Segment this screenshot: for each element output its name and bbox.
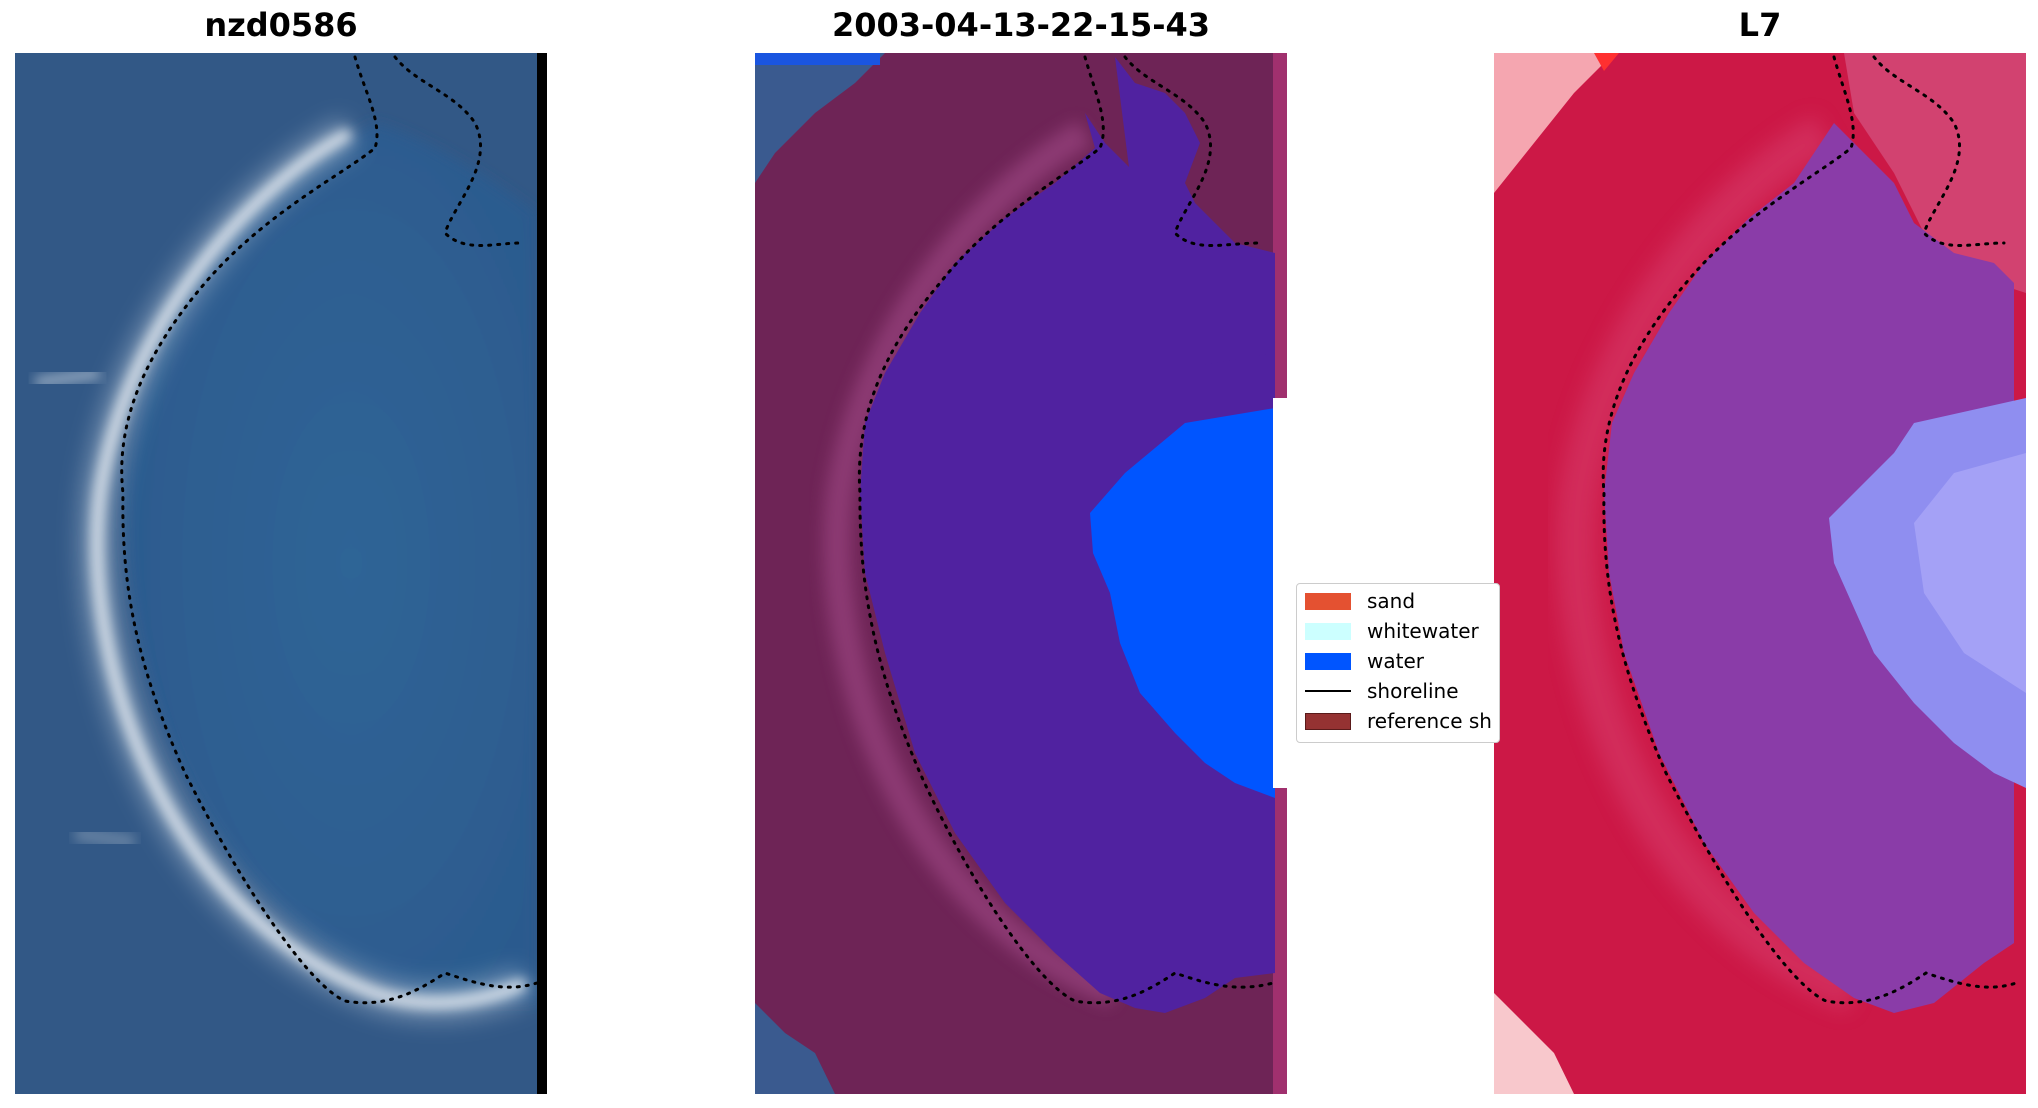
panel-title-rgb: nzd0586 bbox=[204, 6, 358, 44]
legend-item-sand: sand bbox=[1305, 588, 1415, 614]
legend-label-shoreline: shoreline bbox=[1367, 679, 1459, 703]
panel-title-classified: 2003-04-13-22-15-43 bbox=[831, 6, 1211, 44]
whitewater-swatch bbox=[1305, 622, 1351, 640]
rgb-image-panel bbox=[15, 53, 547, 1094]
legend-item-shoreline: shoreline bbox=[1305, 678, 1459, 704]
shoreline-line-swatch bbox=[1305, 690, 1351, 692]
legend-label-sand: sand bbox=[1367, 589, 1416, 613]
sand-swatch bbox=[1305, 592, 1351, 610]
classified-image bbox=[755, 53, 1287, 1094]
legend-label-whitewater: whitewater bbox=[1367, 619, 1479, 643]
legend: sand whitewater water shoreline referenc… bbox=[1296, 583, 1500, 743]
water-swatch bbox=[1305, 652, 1351, 670]
rgb-satellite-image bbox=[15, 53, 547, 1094]
index-image-panel bbox=[1494, 53, 2026, 1094]
panel-title-index: L7 bbox=[1738, 6, 1782, 44]
reference-shoreline-swatch bbox=[1305, 712, 1351, 730]
classified-image-panel bbox=[755, 53, 1287, 1094]
legend-label-water: water bbox=[1367, 649, 1424, 673]
legend-label-reference-shoreline: reference sh bbox=[1367, 709, 1492, 733]
legend-item-whitewater: whitewater bbox=[1305, 618, 1479, 644]
index-image bbox=[1494, 53, 2026, 1094]
legend-item-water: water bbox=[1305, 648, 1424, 674]
legend-item-reference-shoreline: reference sh bbox=[1305, 708, 1492, 734]
